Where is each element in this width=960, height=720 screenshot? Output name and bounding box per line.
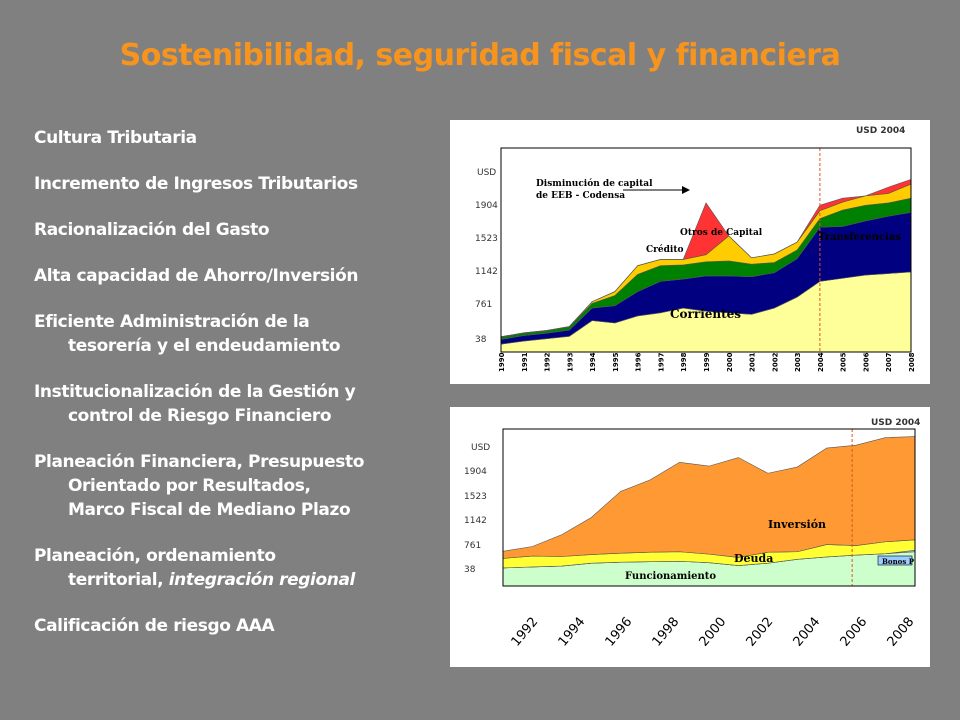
x-tick-label: 2000: [697, 615, 730, 650]
x-tick-label: 1994: [589, 352, 597, 372]
series-label-otros: Otros de Capital: [680, 228, 763, 238]
bullet-line: Planeación, ordenamiento: [34, 546, 276, 566]
bullet-line: Racionalización del Gasto: [34, 220, 270, 240]
usd-note: USD 2004: [871, 418, 920, 428]
x-tick-label: 1991: [521, 352, 529, 372]
bullet-list: Cultura Tributaria Incremento de Ingresos…: [34, 126, 444, 660]
bullet-line: Institucionalización de la Gestión y: [34, 382, 356, 402]
x-tick-label: 2002: [744, 615, 777, 650]
bullet-line: control de Riesgo Financiero: [68, 406, 332, 426]
chart-ingresos-svg: USD 1904 1523 1142 761 38 USD 2004 1990 1991 1992…: [475, 126, 916, 372]
series-label-transferencias: Transferencias: [818, 232, 901, 243]
bullet-item: Alta capacidad de Ahorro/Inversión: [34, 264, 444, 288]
bullet-item: Planeación Financiera, Presupuesto Orient…: [34, 450, 444, 522]
series-label-corrientes: Corrientes: [670, 307, 741, 321]
chart-gastos: USD 1904 1523 1142 761 38 USD 2004 Bonos P Inver…: [450, 407, 930, 667]
y-tick-label: 1523: [475, 234, 498, 244]
bullet-line: Orientado por Resultados,: [68, 476, 311, 496]
y-tick-label: 1523: [464, 492, 487, 502]
bullet-item: Cultura Tributaria: [34, 126, 444, 150]
x-tick-label: 2004: [817, 352, 825, 372]
bullet-line: Incremento de Ingresos Tributarios: [34, 174, 358, 194]
x-tick-label: 2007: [885, 352, 893, 372]
bullet-italic: integración regional: [168, 570, 356, 590]
bonos-label-box: [877, 555, 913, 566]
x-tick-label: 1992: [509, 615, 542, 650]
x-tick-label: 1999: [703, 352, 711, 372]
bullet-item: Eficiente Administración de la tesorería …: [34, 310, 444, 358]
x-tick-label: 1995: [612, 352, 620, 372]
y-tick-label: 1142: [475, 267, 498, 277]
plot-border: [500, 147, 912, 353]
x-tick-label: 1994: [556, 615, 589, 650]
bullet-item: Racionalización del Gasto: [34, 218, 444, 242]
bullet-line: Eficiente Administración de la: [34, 312, 310, 332]
bullet-item: Incremento de Ingresos Tributarios: [34, 172, 444, 196]
bullet-item: Institucionalización de la Gestión y cont…: [34, 380, 444, 428]
x-tick-label: 1997: [657, 352, 665, 372]
plot-border: [502, 428, 916, 587]
y-tick-label: 1904: [464, 467, 487, 477]
y-tick-label: 761: [464, 541, 481, 551]
x-tick-label: 1998: [680, 352, 688, 372]
series-label-deuda: Deuda: [734, 552, 773, 565]
chart-gastos-svg: USD 1904 1523 1142 761 38 USD 2004 Bonos P Inver…: [464, 418, 920, 650]
x-tick-label: 2003: [794, 352, 802, 372]
x-tick-label: 1993: [566, 352, 574, 372]
x-tick-label: 2006: [862, 352, 870, 372]
bullet-line: Alta capacidad de Ahorro/Inversión: [34, 266, 359, 286]
annotation-text: Disminución de capital: [536, 178, 653, 189]
page-title: Sostenibilidad, seguridad fiscal y finan…: [119, 38, 841, 73]
bullet-line: tesorería y el endeudamiento: [68, 336, 341, 356]
x-tick-label: 2001: [749, 352, 757, 372]
x-tick-label: 1990: [498, 352, 506, 372]
usd-note: USD 2004: [856, 126, 905, 136]
x-tick-label: 1992: [544, 352, 552, 372]
bullet-line: Cultura Tributaria: [34, 128, 197, 148]
bullet-item: Planeación, ordenamiento territorial, int…: [34, 544, 444, 592]
bullet-item: Calificación de riesgo AAA: [34, 614, 444, 638]
y-tick-label: 1904: [475, 201, 498, 211]
x-tick-label: 2008: [885, 615, 918, 650]
series-label-bonos: Bonos P: [882, 557, 915, 566]
x-tick-label: 1998: [650, 615, 683, 650]
x-tick-label: 1996: [635, 352, 643, 372]
x-tick-label: 2005: [840, 352, 848, 372]
x-tick-label: 2008: [908, 352, 916, 372]
x-tick-label: 2006: [838, 615, 871, 650]
chart-ingresos: USD 1904 1523 1142 761 38 USD 2004 1990 1991 1992…: [450, 120, 930, 384]
annotation-arrow-head: [682, 186, 690, 194]
y-tick-label: 38: [464, 565, 476, 575]
y-tick-label: 38: [475, 335, 487, 345]
y-unit-label: USD: [477, 168, 496, 178]
bullet-line: Calificación de riesgo AAA: [34, 616, 275, 636]
bullet-line: Marco Fiscal de Mediano Plazo: [68, 500, 351, 520]
x-tick-label: 2004: [791, 615, 824, 650]
x-tick-label: 2002: [771, 352, 779, 372]
bullet-line: Planeación Financiera, Presupuesto: [34, 452, 364, 472]
series-label-credito: Crédito: [646, 244, 684, 255]
y-unit-label: USD: [471, 443, 490, 453]
y-tick-label: 761: [475, 300, 492, 310]
bullet-line: territorial, integración regional: [68, 570, 356, 590]
series-label-funcionamiento: Funcionamiento: [625, 571, 716, 582]
annotation-text: de EEB - Codensa: [536, 191, 625, 201]
series-label-inversion: Inversión: [768, 518, 826, 531]
x-tick-label: 1996: [603, 615, 636, 650]
x-tick-label: 2000: [726, 352, 734, 372]
y-tick-label: 1142: [464, 516, 487, 526]
